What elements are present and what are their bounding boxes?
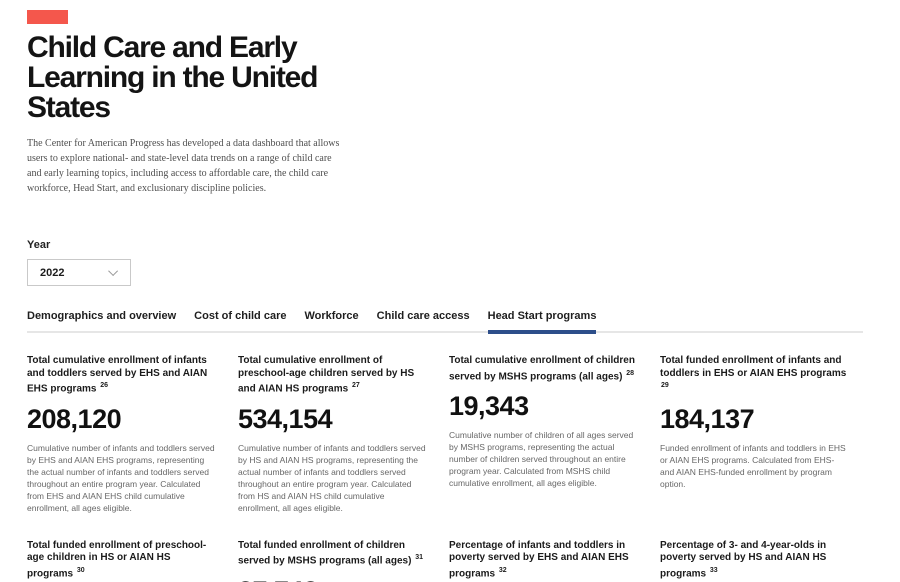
stat-card-title: Total funded enrollment of preschool-age… bbox=[27, 539, 207, 580]
footnote-ref: 32 bbox=[498, 566, 507, 574]
tab-demographics-and-overview[interactable]: Demographics and overview bbox=[27, 310, 176, 331]
chevron-down-icon bbox=[108, 266, 119, 277]
tab-cost-of-child-care[interactable]: Cost of child care bbox=[194, 310, 286, 331]
page-title: Child Care and Early Learning in the Uni… bbox=[27, 31, 318, 124]
year-selected-value: 2022 bbox=[40, 266, 65, 279]
stat-card-description: Cumulative number of children of all age… bbox=[449, 430, 634, 489]
stat-card-title: Total funded enrollment of children serv… bbox=[238, 539, 423, 567]
active-tab-indicator bbox=[487, 330, 597, 334]
intro-paragraph: The Center for American Progress has dev… bbox=[27, 138, 340, 194]
tab-workforce[interactable]: Workforce bbox=[304, 310, 358, 331]
footnote-ref: 33 bbox=[709, 566, 718, 574]
tab-head-start-programs[interactable]: Head Start programs bbox=[487, 310, 597, 334]
tab-child-care-access[interactable]: Child care access bbox=[377, 310, 470, 331]
footnote-ref: 31 bbox=[415, 554, 423, 562]
tab-label: Child care access bbox=[376, 310, 470, 322]
stat-card-title: Total cumulative enrollment of preschool… bbox=[238, 355, 415, 395]
tab-bar: Demographics and overview Cost of child … bbox=[27, 310, 863, 334]
tab-label: Workforce bbox=[304, 310, 359, 322]
tab-label: Head Start programs bbox=[487, 310, 597, 322]
stat-card: Total cumulative enrollment of preschool… bbox=[238, 355, 426, 514]
stat-card-title: Percentage of 3- and 4-year-olds in pove… bbox=[660, 539, 827, 580]
stat-card-value: 184,137 bbox=[660, 403, 755, 434]
tab-label: Cost of child care bbox=[194, 310, 287, 322]
stat-card: Total funded enrollment of infants and t… bbox=[660, 355, 848, 514]
footnote-ref: 26 bbox=[100, 382, 109, 389]
year-dropdown[interactable]: 2022 bbox=[27, 259, 131, 286]
stat-card-description: Cumulative number of infants and toddler… bbox=[27, 442, 215, 513]
stat-card-title: Total funded enrollment of infants and t… bbox=[660, 355, 847, 389]
stat-card-description: Funded enrollment of infants and toddler… bbox=[660, 442, 846, 489]
tab-label: Demographics and overview bbox=[27, 310, 177, 322]
stat-card-value: 27,742 bbox=[238, 576, 426, 582]
stat-card: Percentage of infants and toddlers in po… bbox=[449, 540, 637, 582]
brand-accent-bar bbox=[27, 10, 68, 24]
stat-card-description: Cumulative number of infants and toddler… bbox=[238, 442, 426, 513]
footnote-ref: 28 bbox=[626, 369, 634, 377]
stat-card-title: Total cumulative enrollment of infants a… bbox=[27, 355, 208, 395]
stat-card-value: 19,343 bbox=[449, 391, 529, 422]
stat-card: Total cumulative enrollment of children … bbox=[449, 355, 637, 514]
footnote-ref: 29 bbox=[661, 382, 669, 389]
stat-card-title: Percentage of infants and toddlers in po… bbox=[449, 539, 629, 580]
footnote-ref: 30 bbox=[76, 566, 85, 574]
year-label: Year bbox=[27, 239, 51, 251]
stat-card-title: Total cumulative enrollment of children … bbox=[449, 355, 635, 382]
stat-card: Percentage of 3- and 4-year-olds in pove… bbox=[660, 540, 848, 582]
stat-card-value: 534,154 bbox=[238, 403, 333, 434]
stat-card: Total cumulative enrollment of infants a… bbox=[27, 355, 215, 514]
stat-cards-grid: Total cumulative enrollment of infants a… bbox=[27, 355, 873, 582]
stat-card: Total funded enrollment of preschool-age… bbox=[27, 540, 215, 582]
stat-card: Total funded enrollment of children serv… bbox=[238, 540, 426, 582]
stat-card-value: 208,120 bbox=[27, 403, 122, 434]
year-filter: Year 2022 bbox=[27, 239, 873, 286]
footnote-ref: 27 bbox=[351, 382, 360, 389]
